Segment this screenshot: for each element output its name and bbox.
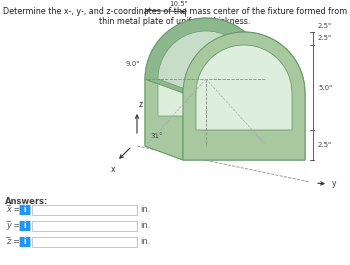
Text: 9.0": 9.0" — [126, 61, 140, 67]
Text: x̅ =: x̅ = — [6, 205, 21, 214]
Text: i: i — [24, 205, 26, 214]
Text: 5.0": 5.0" — [318, 85, 332, 91]
Polygon shape — [158, 31, 292, 93]
Polygon shape — [145, 146, 305, 160]
Polygon shape — [196, 45, 292, 130]
FancyBboxPatch shape — [19, 221, 31, 231]
FancyBboxPatch shape — [32, 205, 137, 215]
Polygon shape — [183, 32, 305, 160]
FancyBboxPatch shape — [32, 237, 137, 247]
Text: z: z — [139, 100, 143, 109]
Text: in.: in. — [140, 237, 150, 246]
Polygon shape — [158, 31, 254, 116]
FancyBboxPatch shape — [19, 237, 31, 247]
Text: 10.5": 10.5" — [170, 1, 188, 7]
Text: i: i — [24, 237, 26, 246]
FancyBboxPatch shape — [19, 205, 31, 215]
Text: 2.5": 2.5" — [318, 23, 332, 29]
Text: y: y — [332, 179, 336, 188]
Text: y̅ =: y̅ = — [6, 222, 21, 231]
Polygon shape — [267, 79, 305, 160]
Polygon shape — [145, 79, 183, 160]
Text: Answers:: Answers: — [5, 197, 48, 206]
Text: 2.5": 2.5" — [318, 142, 332, 148]
Text: 31°: 31° — [150, 133, 162, 139]
Text: z̅ =: z̅ = — [6, 237, 20, 246]
Polygon shape — [145, 18, 305, 93]
Text: 2.5": 2.5" — [318, 36, 332, 42]
Text: in.: in. — [140, 205, 150, 214]
Text: x: x — [111, 165, 115, 174]
FancyBboxPatch shape — [32, 221, 137, 231]
Polygon shape — [145, 18, 267, 146]
Text: i: i — [24, 222, 26, 231]
Text: in.: in. — [140, 222, 150, 231]
Text: Determine the x-, y-, and z-coordinates of the mass center of the fixture formed: Determine the x-, y-, and z-coordinates … — [3, 7, 347, 27]
